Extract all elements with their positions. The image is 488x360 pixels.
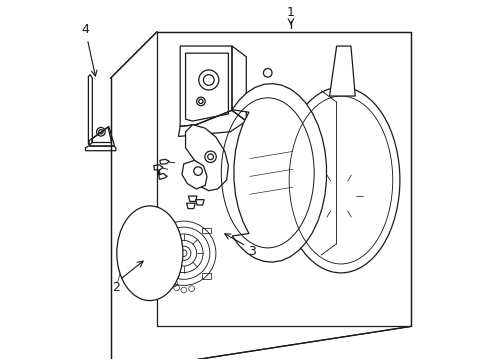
Polygon shape xyxy=(232,84,326,262)
Circle shape xyxy=(286,119,293,126)
Polygon shape xyxy=(182,160,206,189)
Circle shape xyxy=(301,158,376,234)
Polygon shape xyxy=(185,125,228,191)
Circle shape xyxy=(204,151,216,162)
Ellipse shape xyxy=(117,206,183,301)
Text: 3: 3 xyxy=(247,245,255,258)
Circle shape xyxy=(198,70,218,90)
Text: 2: 2 xyxy=(112,281,120,294)
Text: 4: 4 xyxy=(81,23,89,36)
Circle shape xyxy=(193,167,202,175)
Polygon shape xyxy=(329,46,354,96)
Circle shape xyxy=(263,68,271,77)
Ellipse shape xyxy=(282,87,399,273)
Text: 1: 1 xyxy=(286,6,294,19)
Circle shape xyxy=(151,221,216,285)
